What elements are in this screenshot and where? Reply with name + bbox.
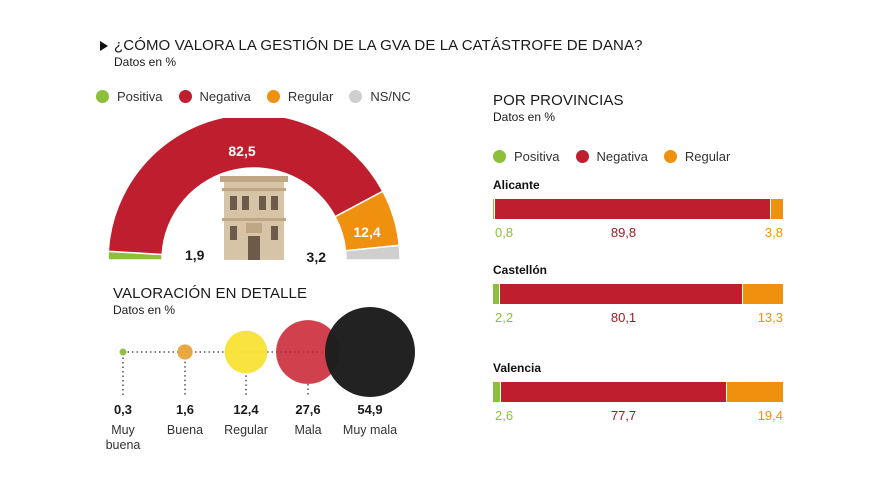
legend-item-positiva: Positiva — [96, 89, 163, 104]
legend-label: Negativa — [199, 89, 251, 104]
legend-label: Positiva — [514, 149, 560, 164]
detail-title: VALORACIÓN EN DETALLE — [113, 285, 308, 302]
legend-label: NS/NC — [370, 89, 411, 104]
province-row: Alicante 0,8 89,8 3,8 — [493, 178, 783, 243]
province-name: Valencia — [493, 361, 542, 375]
detail-value-label: 0,3 — [114, 402, 132, 417]
legend-dot — [96, 90, 109, 103]
detail-value-label: 27,6 — [295, 402, 320, 417]
legend-item-negativa: Negativa — [178, 89, 251, 104]
bar-value-label-regular: 3,8 — [764, 225, 783, 240]
bar-segment-negativa — [495, 199, 772, 219]
bar-value-label-negativa: 89,8 — [610, 225, 637, 240]
legend-item-nsnc: NS/NC — [349, 89, 411, 104]
detail-subtitle: Datos en % — [113, 303, 176, 317]
bar-segment-regular — [726, 382, 783, 402]
page-subtitle: Datos en % — [114, 55, 177, 69]
detail-category-label: Mala — [294, 423, 321, 437]
legend-dot — [493, 150, 506, 163]
semicircle-donut-chart: 1,9 82,5 12,4 3,2 — [107, 118, 401, 265]
legend-item-positiva: Positiva — [493, 149, 560, 164]
building-illustration — [220, 176, 288, 260]
detail-category-label: Regular — [224, 423, 268, 437]
triangle-right-icon — [100, 40, 108, 51]
bar-value-label-negativa: 77,7 — [610, 408, 637, 423]
donut-label-positiva: 1,9 — [185, 247, 205, 263]
province-row: Castellón 2,2 80,1 13,3 — [493, 263, 783, 328]
province-name: Castellón — [493, 263, 548, 277]
donut-slice-negativa — [107, 118, 384, 256]
detail-value-label: 12,4 — [233, 402, 259, 417]
donut-label-regular: 12,4 — [353, 224, 380, 240]
provinces-subtitle: Datos en % — [493, 110, 556, 124]
province-row: Valencia 2,6 77,7 19,4 — [493, 361, 783, 426]
legend-item-regular: Regular — [266, 89, 334, 104]
detail-header: VALORACIÓN EN DETALLE Datos en % — [113, 285, 307, 317]
bar-value-label-regular: 19,4 — [757, 408, 783, 423]
detail-category-label: Buena — [167, 423, 203, 437]
page-title: ¿CÓMO VALORA LA GESTIÓN DE LA GVA DE LA … — [114, 37, 643, 54]
detail-bubble — [177, 344, 193, 360]
legend-label: Negativa — [596, 149, 648, 164]
bar-segment-negativa — [499, 284, 743, 304]
province-value-labels: 2,2 80,1 13,3 — [493, 310, 783, 328]
legend-dot — [349, 90, 363, 103]
legend-label: Regular — [287, 89, 334, 104]
detail-value-label: 54,9 — [357, 402, 382, 417]
bar-segment-regular — [771, 199, 783, 219]
bar-value-label-negativa: 80,1 — [610, 310, 637, 325]
province-value-labels: 0,8 89,8 3,8 — [493, 225, 783, 243]
detail-value-label: 1,6 — [176, 402, 194, 417]
legend-item-negativa: Negativa — [575, 149, 648, 164]
legend-dot — [663, 150, 677, 163]
bar-value-label-positiva: 0,8 — [495, 225, 514, 240]
detail-bubble — [276, 320, 340, 384]
detail-category-label: Muy mala — [343, 423, 397, 437]
detail-category-label: buena — [106, 438, 141, 452]
donut-label-negativa: 82,5 — [228, 143, 255, 159]
legend-label: Regular — [684, 149, 731, 164]
bar-segment-positiva — [493, 284, 500, 304]
province-bar — [493, 284, 783, 304]
legend-dot — [266, 90, 280, 103]
bar-segment-positiva — [493, 382, 501, 402]
provinces-title: POR PROVINCIAS — [493, 92, 624, 109]
bar-value-label-positiva: 2,2 — [495, 310, 514, 325]
main-legend: Positiva Negativa Regular NS/NC — [96, 89, 427, 104]
detail-bubble — [224, 330, 268, 374]
detail-category-label: Muy — [111, 423, 135, 437]
bar-value-label-regular: 13,3 — [757, 310, 783, 325]
bar-segment-negativa — [500, 382, 727, 402]
province-bar — [493, 199, 783, 219]
donut-label-nsnc: 3,2 — [307, 249, 327, 265]
bar-value-label-positiva: 2,6 — [495, 408, 514, 423]
detail-bubble — [325, 307, 415, 397]
legend-item-regular: Regular — [663, 149, 731, 164]
header: ¿CÓMO VALORA LA GESTIÓN DE LA GVA DE LA … — [100, 37, 643, 69]
province-bar — [493, 382, 783, 402]
detail-bubble — [119, 348, 127, 356]
bar-segment-regular — [742, 284, 783, 304]
donut-slice-nsnc — [344, 244, 401, 261]
province-name: Alicante — [493, 178, 540, 192]
legend-dot — [178, 90, 192, 103]
bar-segment-positiva — [493, 199, 496, 219]
provinces-legend: Positiva Negativa Regular — [493, 149, 746, 164]
legend-dot — [575, 150, 589, 163]
province-value-labels: 2,6 77,7 19,4 — [493, 408, 783, 426]
provinces-header: POR PROVINCIAS Datos en % — [493, 92, 624, 124]
legend-label: Positiva — [117, 89, 163, 104]
